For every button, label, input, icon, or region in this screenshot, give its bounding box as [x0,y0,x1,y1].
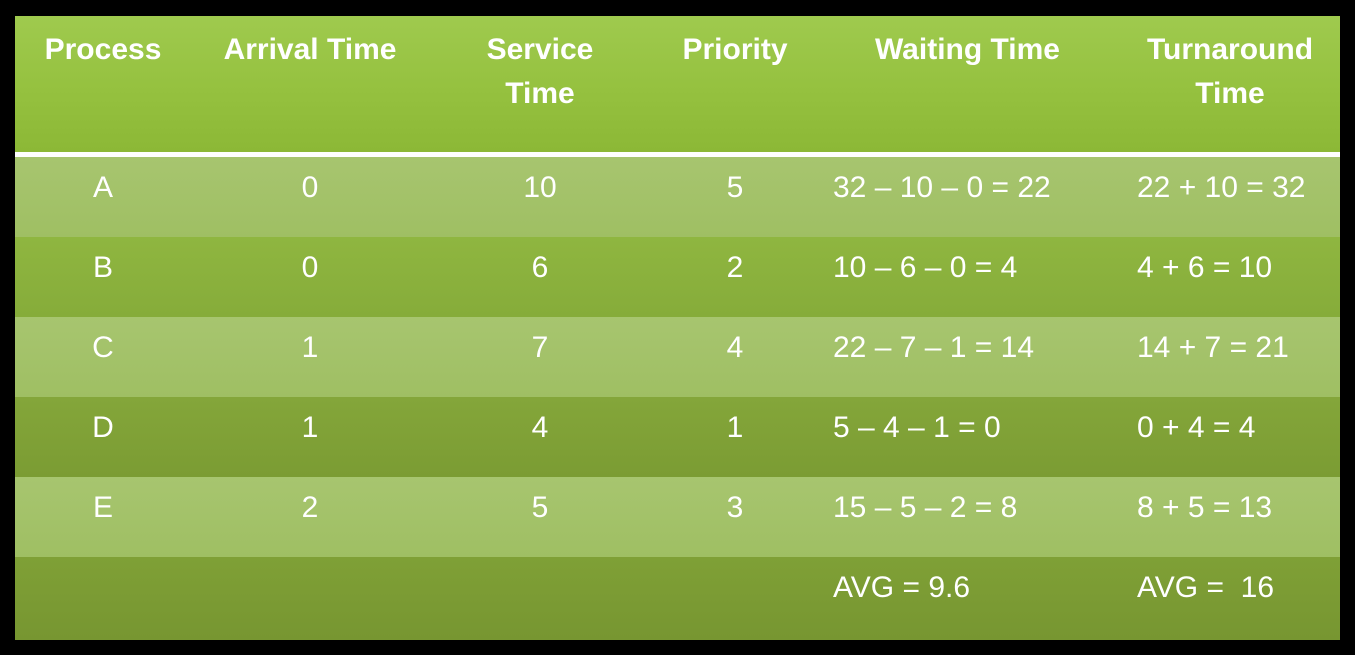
table-row: C 1 7 4 22 – 7 – 1 = 14 14 + 7 = 21 [15,317,1340,397]
cell-turnaround: 22 + 10 = 32 [1137,171,1306,204]
header-waiting-time: Waiting Time [874,33,1060,66]
header-turnaround-time: Turnaround Time [1125,28,1335,116]
cell-process: A [92,171,113,204]
cell-service: 7 [531,331,549,364]
table-header: Process Arrival Time Service Time Priori… [15,16,1340,152]
cell-process: B [92,251,113,284]
cell-waiting: 22 – 7 – 1 = 14 [833,331,1035,364]
cell-waiting: 15 – 5 – 2 = 8 [833,491,1018,524]
cell-service: 5 [531,491,549,524]
header-turnaround-line2: Time [1195,77,1265,110]
cell-arrival: 1 [301,411,319,444]
cell-process: D [92,411,114,444]
cell-priority: 4 [726,331,744,364]
waiting-average: AVG = 9.6 [833,571,971,604]
table-row: E 2 5 3 15 – 5 – 2 = 8 8 + 5 = 13 [15,477,1340,557]
cell-arrival: 0 [301,251,319,284]
cell-arrival: 1 [301,331,319,364]
cell-waiting: 5 – 4 – 1 = 0 [833,411,1001,444]
summary-row: AVG = 9.6 AVG = 16 [15,557,1340,640]
cell-turnaround: 4 + 6 = 10 [1137,251,1273,284]
cell-waiting: 10 – 6 – 0 = 4 [833,251,1018,284]
cell-priority: 2 [726,251,744,284]
cell-arrival: 2 [301,491,319,524]
cell-priority: 1 [726,411,744,444]
header-service-line1: Service [486,33,594,66]
header-service-time: Service Time [445,28,635,116]
header-arrival-time: Arrival Time [223,33,397,66]
header-turnaround-line1: Turnaround [1146,33,1314,66]
table-row: B 0 6 2 10 – 6 – 0 = 4 4 + 6 = 10 [15,237,1340,317]
cell-priority: 5 [726,171,744,204]
cell-process: E [92,491,113,524]
header-priority: Priority [682,33,788,66]
cell-service: 4 [531,411,549,444]
cell-turnaround: 0 + 4 = 4 [1137,411,1256,444]
header-divider [15,152,1340,157]
cell-process: C [92,331,114,364]
header-service-line2: Time [505,77,575,110]
cell-priority: 3 [726,491,744,524]
cell-service: 10 [523,171,557,204]
cell-turnaround: 8 + 5 = 13 [1137,491,1273,524]
table-row: A 0 10 5 32 – 10 – 0 = 22 22 + 10 = 32 [15,157,1340,237]
turnaround-average: AVG = 16 [1137,571,1275,604]
cell-waiting: 32 – 10 – 0 = 22 [833,171,1051,204]
cell-arrival: 0 [301,171,319,204]
table-row: D 1 4 1 5 – 4 – 1 = 0 0 + 4 = 4 [15,397,1340,477]
scheduling-table: Process Arrival Time Service Time Priori… [15,16,1340,640]
cell-service: 6 [531,251,549,284]
cell-turnaround: 14 + 7 = 21 [1137,331,1289,364]
header-process: Process [44,33,162,66]
